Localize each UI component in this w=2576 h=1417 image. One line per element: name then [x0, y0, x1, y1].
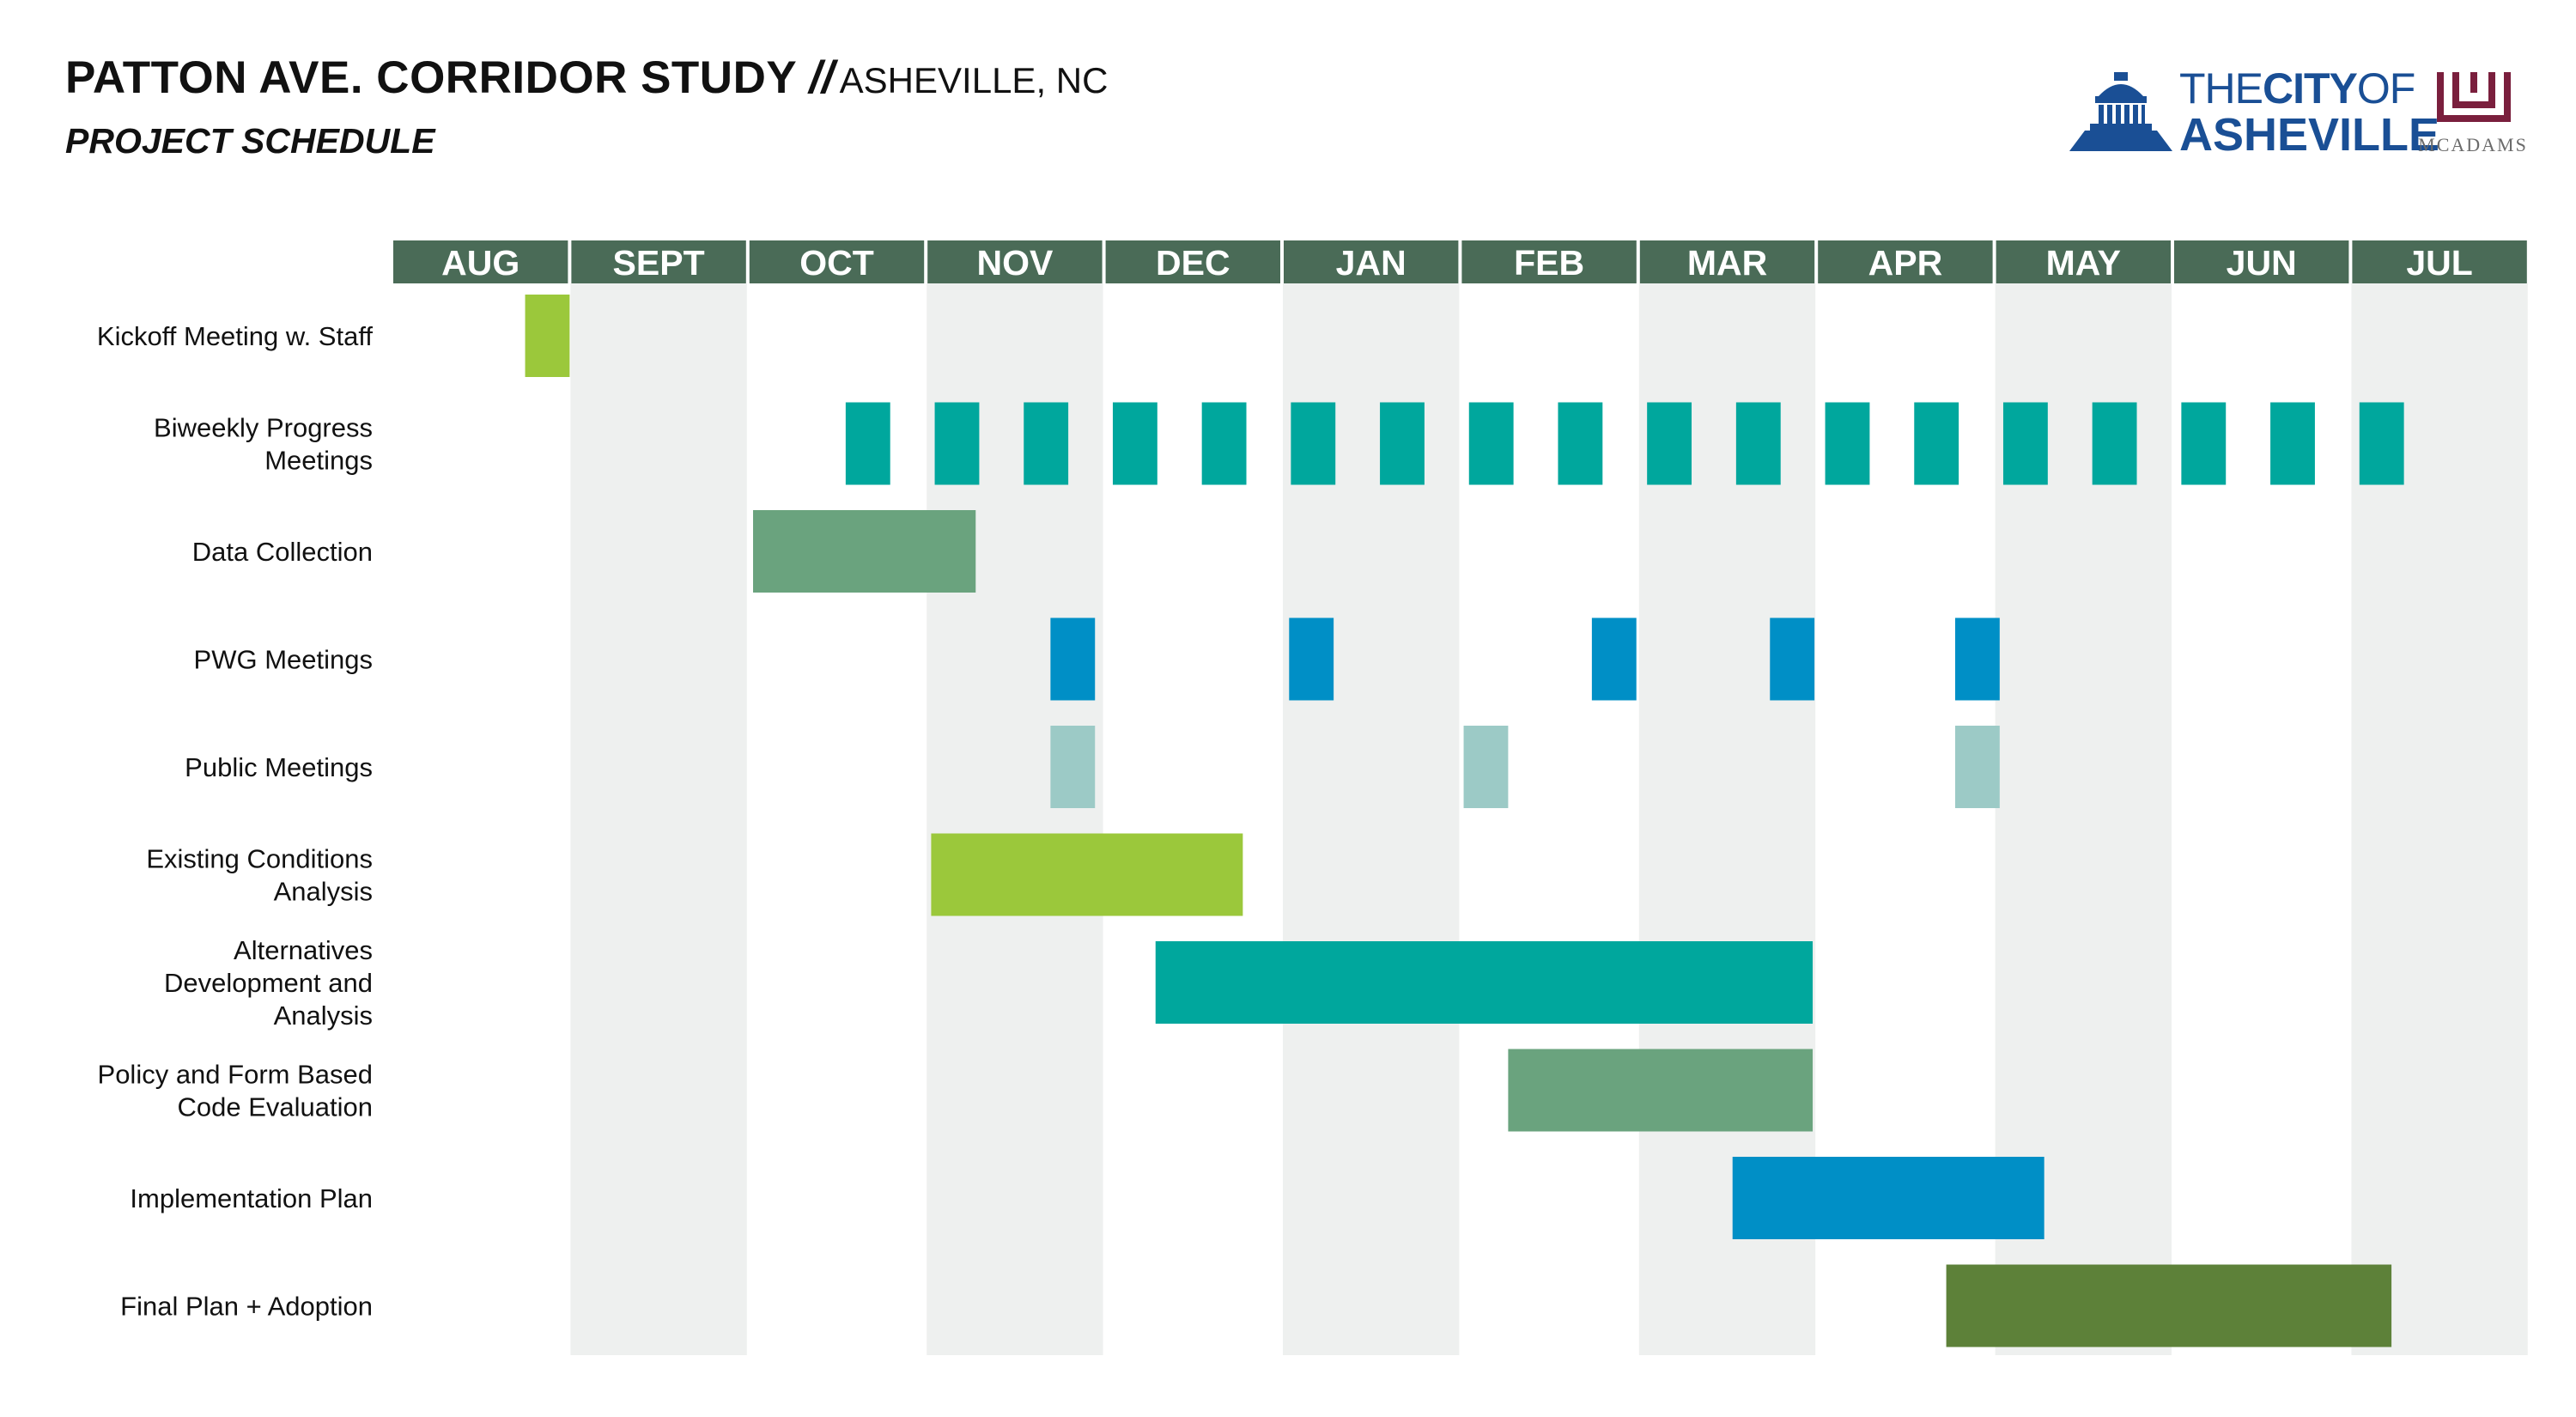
task-bar-2-7	[1380, 402, 1425, 485]
month-label-may: MAY	[2046, 243, 2121, 283]
month-header-cell-aug	[393, 240, 568, 283]
city-hall-icon	[2069, 72, 2172, 151]
task-bar-7-1	[1155, 941, 1814, 1024]
month-shading	[570, 283, 2528, 1355]
task-bar-2-3	[1024, 402, 1069, 485]
month-label-feb: FEB	[1514, 243, 1584, 283]
task-bar-2-5	[1201, 402, 1247, 485]
task-bar-5-2	[1463, 726, 1509, 808]
task-bar-2-8	[1468, 402, 1514, 485]
task-bar-5-1	[1050, 726, 1096, 808]
task-label-10-line-1: Final Plan + Adoption	[120, 1292, 373, 1322]
mcadams-logo: MCADAMS	[2413, 67, 2533, 161]
mcadams-wordmark: MCADAMS	[2418, 134, 2528, 155]
task-bar-2-1	[845, 402, 890, 485]
title-separator: //	[809, 52, 835, 103]
task-bar-10-1	[1946, 1264, 2392, 1347]
task-label-8-line-2: Code Evaluation	[178, 1092, 374, 1122]
month-header-cell-oct	[749, 240, 925, 283]
city-logo-line-2: ASHEVILLE	[2179, 109, 2440, 161]
task-bar-4-1	[1050, 617, 1096, 701]
task-bar-2-15	[2092, 402, 2137, 485]
task-bar-2-11	[1735, 402, 1781, 485]
task-label-6-line-2: Analysis	[274, 877, 373, 907]
task-bar-8-1	[1508, 1049, 1814, 1132]
title-line: PATTON AVE. CORRIDOR STUDY//ASHEVILLE, N…	[65, 55, 1108, 100]
task-bar-2-17	[2270, 402, 2315, 485]
task-bar-2-10	[1647, 402, 1692, 485]
title-location: ASHEVILLE, NC	[839, 60, 1109, 100]
month-label-sept: SEPT	[613, 243, 705, 283]
task-bar-4-3	[1591, 617, 1637, 701]
task-label-3-line-1: Data Collection	[192, 537, 373, 567]
month-label-jan: JAN	[1336, 243, 1406, 283]
header: PATTON AVE. CORRIDOR STUDY//ASHEVILLE, N…	[65, 55, 1108, 161]
task-label-4-line-1: PWG Meetings	[194, 645, 373, 675]
month-header: AUG SEPT OCT NOV DEC JAN FEB MAR APR MAY JUN JUL	[393, 240, 2527, 283]
month-label-mar: MAR	[1687, 243, 1767, 283]
month-label-jul: JUL	[2406, 243, 2472, 283]
task-bar-3-1	[753, 510, 976, 593]
month-header-cell-jan	[1284, 240, 1459, 283]
task-bar-2-4	[1112, 402, 1157, 485]
task-label-5-line-1: Public Meetings	[185, 752, 373, 782]
task-labels: Kickoff Meeting w. Staff Biweekly Progres…	[97, 321, 373, 1322]
month-label-aug: AUG	[441, 243, 519, 283]
task-bar-1-1	[525, 295, 570, 377]
month-label-apr: APR	[1868, 243, 1943, 283]
task-label-9-line-1: Implementation Plan	[130, 1183, 373, 1213]
task-label-1-line-1: Kickoff Meeting w. Staff	[97, 321, 373, 351]
task-bar-2-13	[1914, 402, 1959, 485]
month-header-cell-nov	[927, 240, 1103, 283]
page-subtitle: PROJECT SCHEDULE	[65, 121, 435, 161]
task-bar-6-1	[931, 833, 1243, 916]
month-header-cell-may	[1996, 240, 2171, 283]
task-label-2-line-1: Biweekly Progress	[154, 413, 373, 443]
task-bar-5-3	[1954, 726, 2000, 808]
task-bar-2-14	[2002, 402, 2048, 485]
task-label-7-line-3: Analysis	[274, 1000, 373, 1031]
task-bar-2-9	[1558, 402, 1603, 485]
task-bar-2-18	[2359, 402, 2404, 485]
month-header-cell-jul	[2352, 240, 2527, 283]
task-label-7-line-2: Development and	[164, 968, 373, 998]
month-header-cell-apr	[1818, 240, 1993, 283]
month-header-cell-jun	[2174, 240, 2349, 283]
city-logo-line-1: THECITYOF	[2179, 64, 2415, 113]
page-title: PATTON AVE. CORRIDOR STUDY	[65, 52, 798, 103]
task-bar-9-1	[1732, 1157, 2044, 1239]
mcadams-mark-icon	[2437, 72, 2511, 122]
month-header-cell-feb	[1461, 240, 1637, 283]
month-header-cell-dec	[1105, 240, 1280, 283]
month-header-cell-sept	[571, 240, 746, 283]
task-bars	[525, 295, 2404, 1347]
month-label-jun: JUN	[2227, 243, 2297, 283]
task-bar-4-5	[1954, 617, 2000, 701]
task-bar-2-16	[2181, 402, 2227, 485]
task-bar-2-2	[934, 402, 980, 485]
month-label-oct: OCT	[799, 243, 874, 283]
task-bar-2-6	[1291, 402, 1336, 485]
month-shade-sept	[570, 283, 747, 1355]
task-bar-4-4	[1770, 617, 1815, 701]
task-label-7-line-1: Alternatives	[234, 935, 373, 965]
task-label-6-line-1: Existing Conditions	[146, 844, 373, 874]
task-bar-4-2	[1289, 617, 1334, 701]
task-bar-2-12	[1825, 402, 1870, 485]
month-header-cell-mar	[1639, 240, 1815, 283]
month-label-nov: NOV	[976, 243, 1054, 283]
city-of-asheville-logo: THECITYOF ASHEVILLE	[2069, 62, 2439, 165]
month-label-dec: DEC	[1156, 243, 1230, 283]
task-label-8-line-1: Policy and Form Based	[98, 1060, 373, 1090]
task-label-2-line-2: Meetings	[264, 446, 373, 476]
